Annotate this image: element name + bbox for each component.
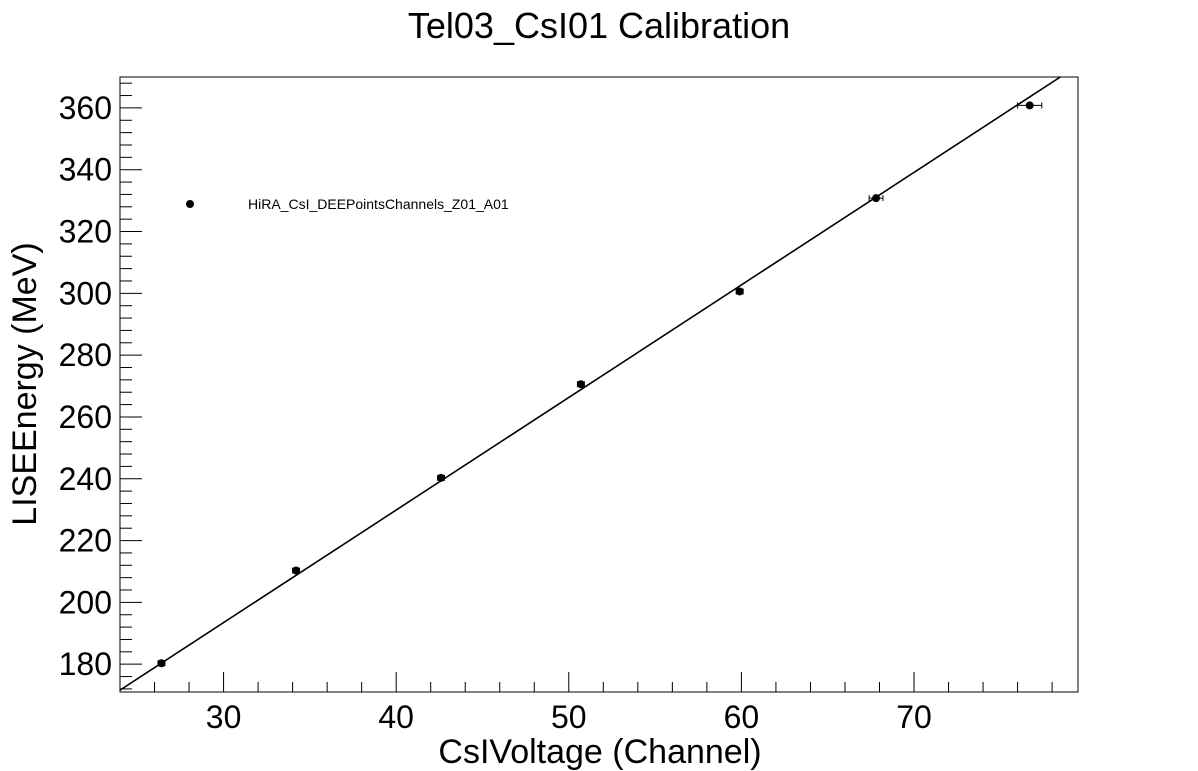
y-tick-label: 240 bbox=[59, 461, 112, 497]
data-point bbox=[735, 287, 744, 296]
y-tick-label: 300 bbox=[59, 275, 112, 311]
chart-title: Tel03_CsI01 Calibration bbox=[408, 5, 790, 46]
x-tick-label: 50 bbox=[551, 699, 587, 735]
legend-label: HiRA_CsI_DEEPointsChannels_Z01_A01 bbox=[248, 196, 509, 212]
y-tick-label: 260 bbox=[59, 399, 112, 435]
y-tick-label: 200 bbox=[59, 584, 112, 620]
y-tick-label: 340 bbox=[59, 152, 112, 188]
y-axis-label: LISEEnergy (MeV) bbox=[6, 242, 44, 525]
fit-line bbox=[119, 76, 1061, 691]
data-point bbox=[872, 194, 881, 203]
data-marks bbox=[119, 76, 1061, 691]
legend-marker bbox=[186, 200, 194, 208]
y-tick-label: 180 bbox=[59, 646, 112, 682]
x-tick-label: 60 bbox=[724, 699, 760, 735]
y-tick-label: 360 bbox=[59, 90, 112, 126]
plot-frame bbox=[119, 76, 1079, 693]
data-point bbox=[576, 380, 585, 389]
y-tick-label: 320 bbox=[59, 214, 112, 250]
axes: 30 40 50 60 70 180 200 220 240 260 280 300 320 340 360 bbox=[59, 82, 1053, 735]
data-point bbox=[1025, 101, 1034, 110]
x-tick-label: 30 bbox=[206, 699, 242, 735]
y-tick-label: 280 bbox=[59, 337, 112, 373]
data-point bbox=[157, 659, 166, 668]
legend: HiRA_CsI_DEEPointsChannels_Z01_A01 bbox=[186, 196, 509, 212]
x-tick-label: 40 bbox=[378, 699, 414, 735]
data-point bbox=[437, 473, 446, 482]
x-tick-label: 70 bbox=[896, 699, 932, 735]
x-axis-label: CsIVoltage (Channel) bbox=[438, 733, 761, 771]
y-tick-label: 220 bbox=[59, 523, 112, 559]
data-point bbox=[292, 566, 301, 575]
